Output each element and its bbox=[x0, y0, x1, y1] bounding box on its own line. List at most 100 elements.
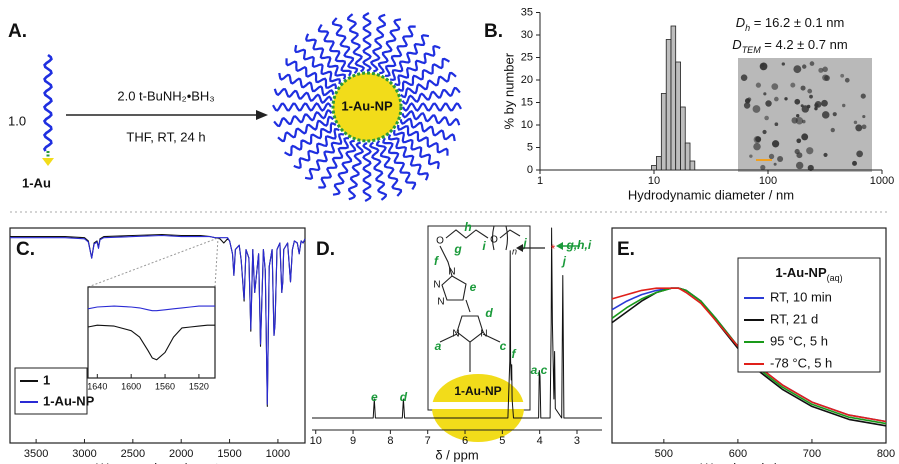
atom-letter: a bbox=[435, 339, 442, 353]
ligand-chain bbox=[369, 13, 386, 73]
ligand-chain bbox=[362, 12, 372, 72]
y-tick-label: 5 bbox=[527, 141, 533, 153]
ligand-chain bbox=[402, 102, 462, 112]
ligand-chain bbox=[348, 141, 365, 201]
plot-frame bbox=[87, 286, 216, 379]
atom-letter: e bbox=[470, 280, 477, 294]
tem-particle bbox=[762, 129, 767, 135]
data-line bbox=[611, 287, 887, 425]
histogram-bar bbox=[660, 93, 667, 171]
x-tick-label: 4 bbox=[537, 435, 543, 447]
legend-label: -78 °C, 5 h bbox=[770, 355, 832, 370]
atom-letter: j bbox=[521, 236, 527, 250]
tem-particle bbox=[760, 63, 765, 67]
legend-label: RT, 10 min bbox=[770, 289, 832, 304]
y-tick-label: 0 bbox=[527, 164, 533, 176]
peak-label: e bbox=[371, 390, 378, 404]
legend-label: 1 bbox=[43, 372, 50, 387]
data-line bbox=[87, 305, 215, 312]
tem-particle bbox=[793, 65, 802, 74]
tem-particle bbox=[822, 66, 828, 73]
plot-frame bbox=[9, 227, 306, 444]
atom-letter: h bbox=[464, 220, 471, 234]
ligand-chain bbox=[346, 13, 366, 73]
ligand-chain bbox=[401, 109, 461, 126]
tem-particle bbox=[800, 85, 806, 91]
histogram-bar bbox=[651, 165, 657, 171]
tem-particle bbox=[740, 74, 748, 81]
tem-image bbox=[738, 58, 872, 172]
ligand-chain bbox=[272, 102, 332, 112]
tem-particle bbox=[856, 150, 864, 158]
x-tick-label: 1500 bbox=[217, 448, 241, 460]
tem-particle bbox=[832, 112, 837, 117]
tem-particle bbox=[814, 106, 818, 111]
tem-particle bbox=[796, 138, 802, 144]
tem-particle bbox=[784, 97, 788, 101]
legend-title-subscript: (aq) bbox=[827, 273, 843, 283]
x-tick-label: 10 bbox=[648, 175, 660, 187]
x-axis-label: Hydrodynamic diameter / nm bbox=[628, 187, 794, 202]
annotation-subscript: TEM bbox=[742, 45, 762, 55]
nanoparticle-label: 1-Au-NP bbox=[341, 98, 393, 113]
ligand-chain bbox=[293, 127, 340, 169]
arrow-head bbox=[256, 110, 268, 120]
tem-particle bbox=[821, 111, 830, 119]
conditions: THF, RT, 24 h bbox=[126, 129, 205, 144]
panel-label: A. bbox=[8, 21, 27, 42]
peak-label: g,h,i bbox=[566, 238, 592, 252]
legend-box bbox=[737, 257, 881, 373]
tem-particle bbox=[807, 164, 814, 172]
gold-atom bbox=[42, 158, 54, 166]
ligand-chain bbox=[305, 33, 347, 80]
tem-particle bbox=[814, 100, 822, 108]
ligand-chain bbox=[401, 86, 461, 106]
x-tick-label: 9 bbox=[350, 435, 356, 447]
tem-particle bbox=[795, 161, 804, 170]
histogram-bar bbox=[656, 156, 662, 171]
y-tick-label: 25 bbox=[521, 51, 533, 63]
x-tick-label: 600 bbox=[729, 448, 747, 460]
ligand-chain bbox=[285, 58, 337, 89]
tem-particle bbox=[768, 153, 775, 160]
tem-particle bbox=[796, 113, 800, 118]
ligand-chain bbox=[273, 108, 333, 128]
histogram-bar bbox=[689, 160, 696, 171]
y-tick-label: 20 bbox=[521, 74, 533, 86]
x-tick-label: 1560 bbox=[155, 381, 175, 391]
tem-particle bbox=[795, 117, 804, 125]
arrow-head bbox=[516, 244, 523, 252]
histogram-bar bbox=[684, 142, 691, 171]
histogram-bar bbox=[670, 25, 677, 171]
y-tick-label: 30 bbox=[521, 29, 533, 41]
ligand-chain bbox=[42, 53, 53, 152]
x-axis-label: δ / ppm bbox=[435, 447, 478, 462]
x-tick-label: 3500 bbox=[24, 448, 48, 460]
tem-particle bbox=[801, 133, 809, 141]
ligand-chain bbox=[377, 18, 402, 75]
zoom-guide bbox=[87, 237, 219, 288]
annotation-text: = 16.2 ± 0.1 nm bbox=[750, 15, 844, 30]
plot-frame bbox=[611, 227, 887, 444]
x-tick-label: 6 bbox=[462, 435, 468, 447]
legend-title-text: 1-Au-NP bbox=[775, 265, 827, 280]
ligand-equiv: 1.0 bbox=[8, 113, 26, 128]
arrow-head bbox=[556, 242, 563, 250]
repeat-label: n bbox=[512, 246, 517, 256]
structure-name: 1-Au-NP bbox=[454, 384, 501, 398]
x-tick-label: 8 bbox=[387, 435, 393, 447]
data-line bbox=[87, 324, 215, 361]
y-tick-label: 35 bbox=[521, 6, 533, 18]
ligand-chain bbox=[294, 44, 342, 85]
tem-particle bbox=[771, 83, 779, 90]
ligand-chain bbox=[362, 142, 372, 202]
nanoparticle bbox=[331, 71, 403, 143]
atom-label: O bbox=[436, 236, 444, 247]
ligand-chain bbox=[397, 125, 449, 156]
tem-particle bbox=[744, 98, 751, 104]
tem-particle bbox=[781, 62, 785, 66]
x-tick-label: 1600 bbox=[121, 381, 141, 391]
histogram-bar bbox=[665, 39, 672, 171]
